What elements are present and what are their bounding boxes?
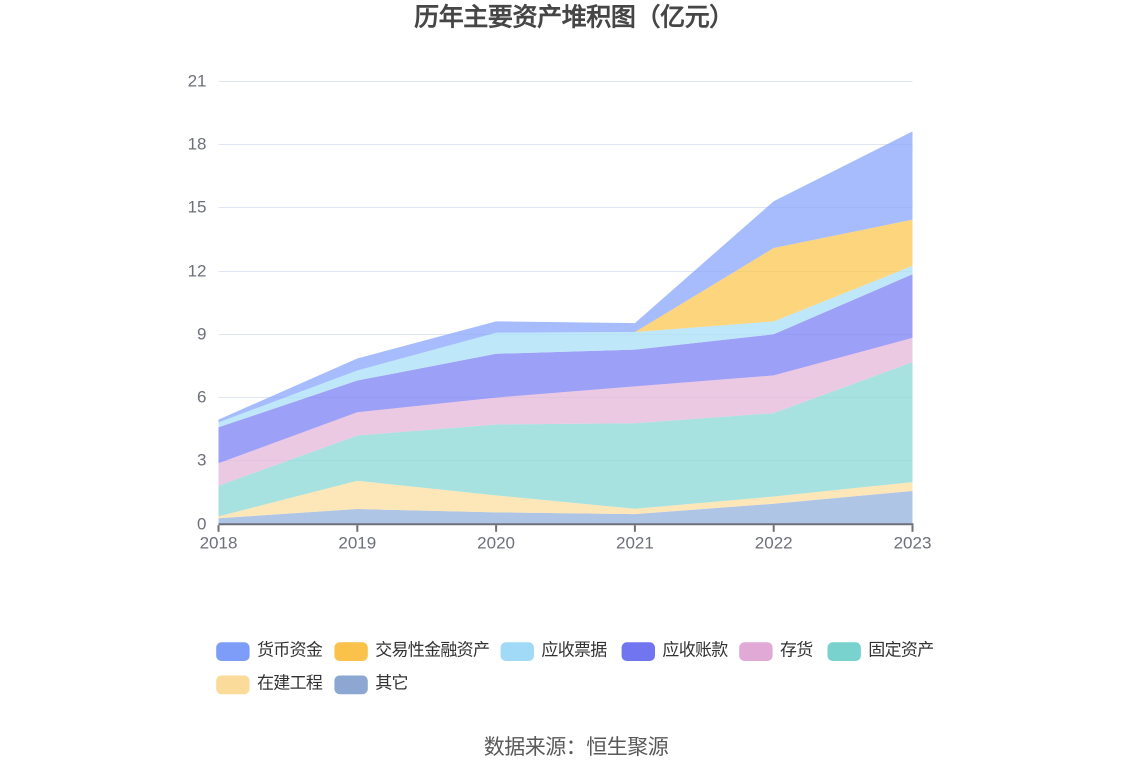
svg-text:数据来源：恒生聚源: 数据来源：恒生聚源 (484, 736, 669, 759)
svg-text:0: 0 (197, 514, 206, 533)
svg-text:2022: 2022 (755, 533, 793, 552)
svg-text:应收票据: 应收票据 (541, 640, 607, 659)
svg-text:历年主要资产堆积图（亿元）: 历年主要资产堆积图（亿元） (414, 3, 734, 32)
svg-text:固定资产: 固定资产 (868, 640, 933, 659)
svg-text:2021: 2021 (616, 533, 654, 552)
svg-text:2019: 2019 (338, 533, 376, 552)
svg-text:货币资金: 货币资金 (257, 640, 323, 659)
svg-text:存货: 存货 (780, 640, 813, 659)
svg-text:15: 15 (188, 197, 207, 216)
svg-text:6: 6 (197, 387, 206, 406)
svg-text:18: 18 (188, 134, 207, 153)
svg-text:应收账款: 应收账款 (662, 640, 728, 659)
svg-text:21: 21 (188, 71, 207, 90)
svg-text:2018: 2018 (200, 533, 238, 552)
svg-text:2020: 2020 (477, 533, 515, 552)
svg-text:12: 12 (188, 261, 207, 280)
svg-text:9: 9 (197, 324, 206, 343)
svg-text:2023: 2023 (894, 533, 932, 552)
svg-text:3: 3 (197, 450, 206, 469)
svg-text:交易性金融资产: 交易性金融资产 (375, 640, 489, 659)
svg-text:其它: 其它 (375, 674, 408, 693)
svg-text:在建工程: 在建工程 (257, 674, 323, 693)
